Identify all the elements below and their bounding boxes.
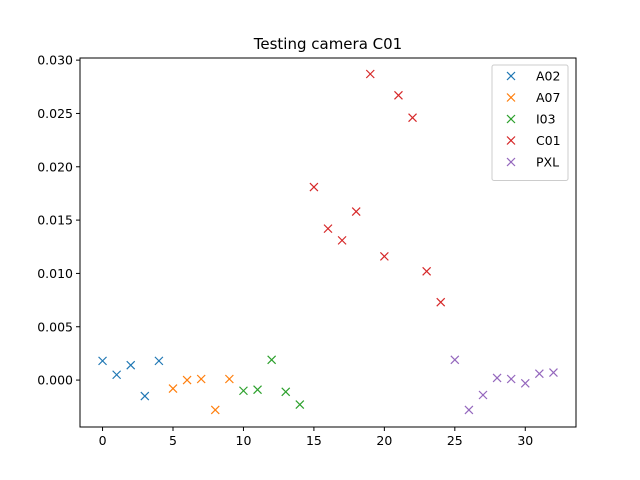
plot-frame	[79, 57, 577, 428]
legend-marker	[506, 114, 516, 124]
data-point	[549, 368, 558, 378]
series-a07	[168, 374, 234, 415]
legend-marker	[506, 157, 516, 167]
legend-item: PXL	[506, 155, 559, 170]
data-point	[365, 69, 375, 79]
data-point	[379, 251, 389, 261]
y-tick-label: 0.000	[37, 373, 73, 388]
y-tick-label: 0.010	[37, 266, 73, 281]
data-point	[196, 374, 206, 384]
data-point	[394, 90, 403, 100]
data-points	[98, 69, 558, 415]
x-tick-label: 5	[169, 433, 177, 448]
x-tick-label: 20	[376, 433, 392, 448]
legend-marker	[506, 93, 516, 102]
y-tick-label: 0.020	[37, 159, 73, 174]
legend-label: A07	[536, 90, 560, 105]
data-point	[534, 369, 544, 379]
y-tick-label: 0.025	[37, 106, 73, 121]
legend-label: I03	[536, 112, 556, 127]
legend-label: C01	[536, 133, 561, 148]
data-point	[168, 384, 178, 394]
y-tick-label: 0.015	[37, 213, 73, 228]
data-point	[309, 182, 319, 192]
data-point	[182, 375, 192, 385]
data-point	[520, 378, 530, 388]
data-point	[506, 374, 516, 384]
data-point	[253, 385, 262, 395]
x-tick-label: 15	[306, 433, 322, 448]
data-point	[126, 360, 136, 370]
legend-marker	[506, 71, 516, 81]
data-point	[408, 113, 417, 123]
data-point	[337, 235, 347, 245]
legend-item: I03	[506, 112, 556, 127]
x-tick-label: 0	[99, 433, 107, 448]
chart-title: Testing camera C01	[253, 35, 402, 53]
data-point	[422, 266, 432, 276]
x-tick-label: 10	[236, 433, 252, 448]
data-point	[140, 391, 150, 401]
y-tick-label: 0.005	[37, 319, 73, 334]
data-point	[154, 356, 164, 366]
data-point	[436, 297, 446, 307]
series-i03	[239, 355, 305, 410]
data-point	[478, 390, 488, 400]
x-tick-label: 25	[447, 433, 463, 448]
x-tick-label: 30	[517, 433, 533, 448]
data-point	[450, 355, 460, 365]
data-point	[239, 386, 248, 396]
x-axis: 0 5 10 15 20 25 30	[99, 427, 533, 448]
data-point	[210, 405, 220, 415]
data-point	[492, 373, 502, 383]
legend-box	[491, 64, 569, 181]
data-point	[464, 405, 474, 415]
series-a02	[98, 356, 164, 401]
legend-item: A02	[506, 69, 560, 84]
data-point	[267, 355, 277, 365]
data-point	[323, 224, 333, 234]
series-c01	[309, 69, 446, 307]
data-point	[98, 356, 107, 366]
y-axis: 0.000 0.005 0.010 0.015 0.020 0.025 0.030	[37, 53, 80, 388]
y-tick-label: 0.030	[37, 53, 73, 68]
series-pxl	[450, 355, 558, 415]
legend-marker	[506, 136, 516, 145]
legend-label: PXL	[536, 155, 559, 170]
data-point	[295, 400, 305, 410]
legend-item: C01	[506, 133, 561, 148]
data-point	[224, 374, 234, 384]
legend-label: A02	[536, 69, 560, 84]
data-point	[112, 370, 122, 380]
data-point	[281, 387, 291, 397]
data-point	[351, 207, 361, 216]
legend-item: A07	[506, 90, 560, 105]
legend: A02 A07 I03 C01 PXL	[491, 64, 569, 181]
